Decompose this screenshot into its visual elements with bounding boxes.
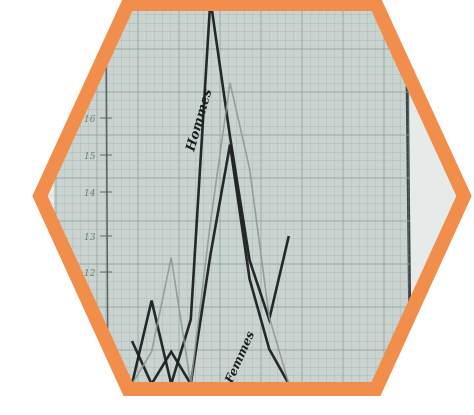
series-line-femmes	[130, 144, 290, 388]
series-layer	[130, 4, 291, 389]
series-line-pencil	[131, 82, 290, 385]
series-line-hommes	[130, 4, 291, 389]
y-tick-label: 15	[84, 152, 96, 162]
y-tick-label: 16	[84, 115, 96, 125]
y-tick-label: 12	[84, 269, 96, 279]
hexagon-frame	[32, 0, 472, 396]
y-axis-ticks: 16 15 14 13 12	[84, 115, 112, 279]
y-tick-label: 14	[84, 189, 96, 199]
y-tick-label: 13	[84, 233, 96, 243]
